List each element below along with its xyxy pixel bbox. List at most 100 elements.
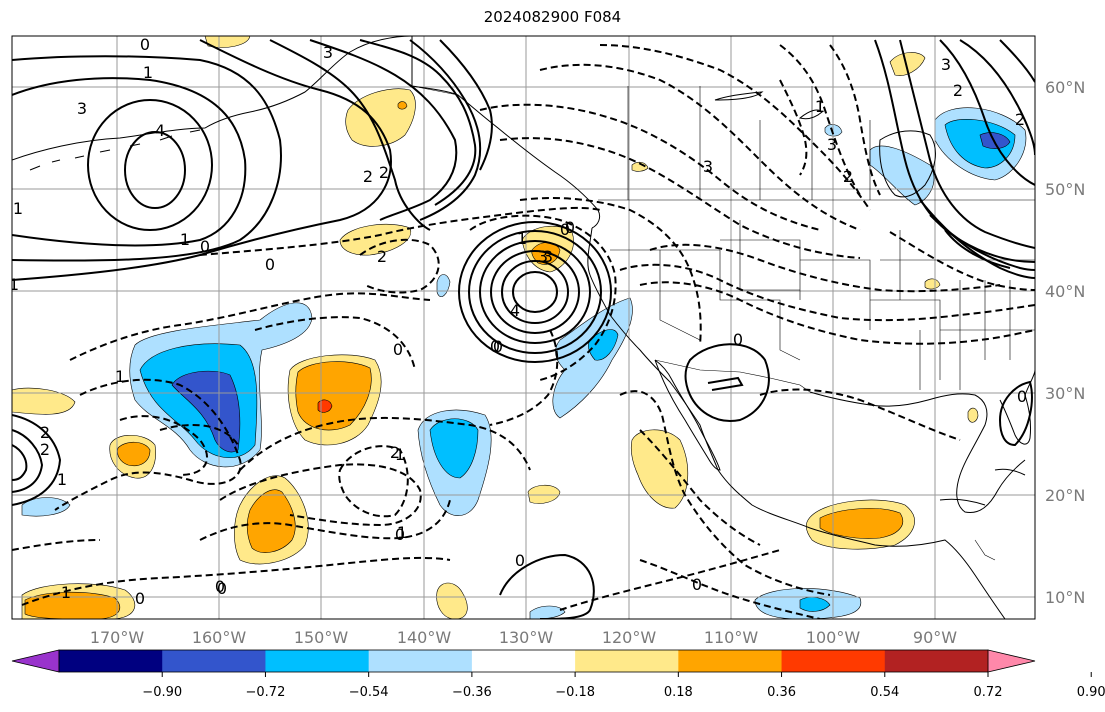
contour-label-pos: 2	[379, 163, 389, 182]
contour-pos-aleutian-2	[87, 99, 213, 231]
contour-label-neg: 2	[377, 247, 387, 266]
contour-pos-west-low-1	[12, 414, 62, 506]
colorbar-swatch	[368, 650, 473, 672]
border-canada-provinces	[627, 86, 871, 200]
fill-pos-gulf-core	[397, 101, 408, 110]
fill-pos-north-pacific	[339, 223, 412, 256]
contour-neg-10	[239, 416, 531, 471]
fill-pos-small-south-b	[436, 582, 468, 619]
contour-label-neg: 0	[135, 589, 145, 608]
contour-neg-3	[54, 378, 242, 511]
contour-label-neg: 3	[703, 157, 713, 176]
fill-pos-hudson-west	[889, 52, 926, 76]
lon-label: 120°W	[602, 628, 657, 647]
contour-neg-2	[69, 292, 431, 361]
contour-label-pos: 0	[395, 525, 405, 544]
contour-label-pos: 3	[77, 99, 87, 118]
lat-label: 40°N	[1045, 282, 1085, 301]
border-alaska-canada	[411, 85, 459, 96]
contour-neg-17	[539, 63, 861, 231]
fill-pos-hawaii-core	[246, 489, 296, 553]
contour-pos-mexico-high	[684, 343, 770, 422]
contour-neg-26	[559, 549, 781, 611]
fill-pos-west-a-core	[117, 441, 151, 467]
latitude-labels: 60°N 50°N 40°N 30°N 20°N 10°N	[1045, 78, 1085, 607]
contour-label-neg: 2	[390, 443, 400, 462]
colorbar-tick-label: −0.54	[349, 685, 389, 700]
lon-label: 100°W	[806, 628, 861, 647]
colorbar-tick-label: 0.72	[974, 685, 1003, 700]
coast-florida	[999, 369, 1035, 445]
contour-label-neg: 3	[538, 247, 548, 266]
contour-label-neg: 1	[61, 583, 71, 602]
lon-label: 90°W	[913, 628, 957, 647]
contour-label-neg: 0	[215, 577, 225, 596]
anomaly-fills	[12, 36, 1027, 619]
contour-neg-4	[119, 415, 209, 476]
lon-label: 110°W	[704, 628, 759, 647]
colorbar-frame	[58, 649, 989, 673]
lat-label: 30°N	[1045, 384, 1085, 403]
contour-pos-east-5	[999, 39, 1035, 83]
contour-neg-28	[759, 388, 961, 441]
contour-pos-east-8	[944, 229, 1011, 269]
colorbar-swatch	[884, 650, 989, 672]
contour-neg-1	[199, 206, 601, 256]
contour-neg-12	[359, 238, 440, 294]
colorbar-tick-label: −0.18	[555, 685, 595, 700]
contour-label-pos: 1	[143, 63, 153, 82]
contour-label-pos: 0	[560, 220, 570, 239]
lon-label: 170°W	[90, 628, 145, 647]
colorbar-swatch	[265, 650, 370, 672]
contour-label-pos: 0	[733, 330, 743, 349]
contour-label-pos: 2	[363, 167, 373, 186]
contour-label-pos: 1	[180, 230, 190, 249]
coast-gulf-mexico	[809, 391, 1026, 514]
colorbar-tick-label: 0.36	[767, 685, 796, 700]
contour-label-pos: 2	[1015, 110, 1025, 129]
coast-hudson-bay	[879, 130, 936, 198]
contour-label-pos: 1	[517, 229, 527, 248]
colorbar-swatch	[471, 650, 576, 672]
fill-pos-west-b	[12, 387, 76, 415]
contour-label-pos: 4	[510, 301, 520, 320]
coast-southeast-alaska	[411, 36, 601, 229]
fill-pos-southwest-core	[24, 591, 120, 619]
contour-pos-north-6	[439, 39, 493, 171]
fill-pos-gulf-florida	[967, 407, 979, 423]
contour-label-neg: 2	[40, 440, 50, 459]
border-us-states-a	[610, 230, 1035, 380]
contour-neg-22	[639, 281, 1035, 345]
contour-label-neg: 1	[57, 470, 67, 489]
fill-neg-central-pacific-core	[171, 370, 241, 453]
contour-pos-north-4	[359, 39, 477, 206]
fill-pos-gulf-alaska	[345, 88, 416, 147]
contour-neg-7	[199, 499, 451, 541]
contour-neg-21	[619, 263, 1035, 322]
contour-neg-18	[599, 44, 871, 211]
colorbar-extend-right	[987, 649, 1036, 673]
contour-label-neg: 1	[395, 445, 405, 464]
fill-pos-central-mid	[295, 361, 372, 431]
contour-pos-low-ring-3	[490, 250, 580, 334]
contour-label-pos: 0	[490, 337, 500, 356]
contour-neg-29	[639, 429, 761, 546]
contour-neg-31	[12, 539, 101, 551]
contour-pos-low-ring-1	[512, 271, 558, 313]
contours	[12, 39, 1035, 619]
contour-pos-low-ring-2	[501, 260, 569, 324]
contour-label-neg: 2	[40, 423, 50, 442]
contour-neg-20	[829, 44, 881, 196]
contour-label-neg: 0	[265, 255, 275, 274]
lat-label: 20°N	[1045, 486, 1085, 505]
contour-pos-east-2	[899, 39, 1035, 249]
contour-pos-aleutian-4	[12, 55, 282, 262]
contour-pos-aleutian-1	[124, 131, 186, 209]
lon-label: 140°W	[397, 628, 452, 647]
colorbar-swatch	[575, 650, 679, 672]
contour-pos-low-ring-5	[468, 230, 602, 354]
contour-neg-13	[469, 214, 617, 381]
lat-label: 50°N	[1045, 180, 1085, 199]
